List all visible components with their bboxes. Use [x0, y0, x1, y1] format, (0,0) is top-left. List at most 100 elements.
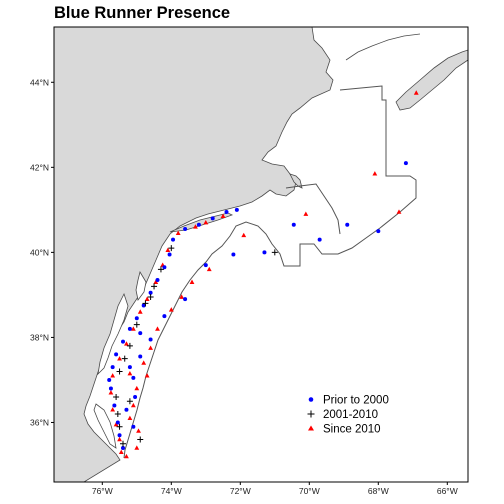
cape-cod — [289, 173, 303, 189]
legend-item-recent: Since 2010 — [308, 424, 381, 436]
legend-triangle-icon — [308, 425, 314, 431]
point-since-2010 — [241, 232, 247, 238]
point-prior-2000 — [112, 403, 117, 408]
boundary-hague — [285, 183, 341, 235]
point-prior-2000 — [131, 375, 136, 380]
observation-points — [107, 90, 419, 459]
point-since-2010 — [137, 309, 143, 314]
legend-circle-icon — [308, 397, 314, 402]
point-prior-2000 — [262, 250, 267, 255]
point-since-2010 — [141, 360, 147, 365]
lon-tick-label: 68°W — [368, 486, 389, 496]
map-title: Blue Runner Presence — [54, 4, 231, 22]
point-since-2010 — [118, 449, 124, 455]
point-prior-2000 — [124, 407, 129, 412]
lon-tick-label: 70°W — [299, 486, 320, 496]
point-prior-2000 — [376, 229, 381, 234]
point-prior-2000 — [155, 278, 160, 283]
point-prior-2000 — [138, 331, 143, 336]
point-prior-2000 — [127, 365, 132, 370]
point-since-2010 — [153, 279, 159, 284]
boundary-line — [123, 85, 417, 459]
point-prior-2000 — [162, 265, 167, 270]
point-since-2010 — [303, 211, 309, 216]
lat-tick-label: 36°N — [30, 417, 49, 427]
point-since-2010 — [220, 213, 226, 219]
point-prior-2000 — [183, 226, 188, 231]
point-prior-2000 — [141, 303, 146, 308]
point-since-2010 — [117, 436, 122, 442]
point-since-2010 — [396, 209, 402, 214]
longitude-axis: 76°W 74°W 72°W 70°W 68°W 66°W — [92, 482, 458, 496]
point-since-2010 — [117, 356, 122, 361]
point-prior-2000 — [224, 209, 229, 214]
point-prior-2000 — [107, 377, 112, 382]
legend-item-mid: 2001-2010 — [307, 409, 378, 421]
point-prior-2000 — [317, 237, 322, 242]
point-2001-2010 — [168, 245, 175, 252]
legend-item-prior: Prior to 2000 — [308, 395, 389, 407]
point-2001-2010 — [120, 440, 126, 447]
legend-plus-icon — [307, 410, 315, 418]
point-prior-2000 — [114, 352, 119, 357]
point-prior-2000 — [148, 290, 153, 295]
mainland — [53, 26, 334, 483]
point-2001-2010 — [114, 410, 121, 417]
point-since-2010 — [168, 307, 174, 312]
delaware-bay — [135, 270, 147, 301]
point-since-2010 — [165, 247, 171, 253]
point-since-2010 — [127, 415, 133, 421]
point-since-2010 — [144, 373, 150, 378]
point-since-2010 — [148, 345, 153, 350]
lat-tick-label: 40°N — [30, 247, 49, 257]
land-layer — [53, 26, 469, 483]
point-since-2010 — [203, 220, 209, 225]
chesapeake-bay — [97, 292, 129, 376]
pamlico-sound — [93, 403, 117, 449]
point-prior-2000 — [138, 354, 143, 359]
point-2001-2010 — [126, 398, 133, 405]
latitude-axis: 44°N 42°N 40°N 38°N 36°N — [30, 77, 54, 427]
point-prior-2000 — [183, 297, 188, 302]
point-since-2010 — [113, 421, 119, 427]
point-since-2010 — [124, 453, 129, 459]
point-2001-2010 — [121, 355, 128, 362]
point-prior-2000 — [127, 326, 132, 331]
point-since-2010 — [134, 385, 140, 391]
point-2001-2010 — [157, 266, 164, 273]
point-prior-2000 — [133, 394, 138, 399]
point-2001-2010 — [147, 294, 154, 301]
point-2001-2010 — [116, 423, 123, 430]
point-since-2010 — [193, 224, 198, 229]
point-2001-2010 — [137, 436, 144, 443]
lon-tick-label: 74°W — [161, 486, 182, 496]
point-prior-2000 — [167, 252, 172, 257]
fundy-shore — [345, 33, 421, 61]
point-2001-2010 — [151, 283, 158, 290]
point-prior-2000 — [110, 365, 115, 370]
point-2001-2010 — [116, 368, 123, 375]
point-since-2010 — [155, 326, 160, 331]
legend-label-recent: Since 2010 — [323, 424, 381, 436]
lon-tick-label: 76°W — [92, 486, 113, 496]
point-prior-2000 — [162, 314, 167, 319]
lon-tick-label: 66°W — [437, 486, 458, 496]
point-since-2010 — [189, 279, 195, 284]
point-prior-2000 — [345, 222, 350, 227]
point-2001-2010 — [133, 321, 140, 328]
legend-label-mid: 2001-2010 — [323, 409, 378, 421]
point-prior-2000 — [148, 337, 153, 342]
point-since-2010 — [179, 294, 185, 299]
lon-tick-label: 72°W — [230, 486, 251, 496]
legend-label-prior: Prior to 2000 — [323, 395, 389, 407]
point-prior-2000 — [403, 161, 408, 166]
point-since-2010 — [130, 326, 136, 331]
point-2001-2010 — [271, 249, 278, 256]
point-prior-2000 — [171, 237, 176, 242]
point-since-2010 — [130, 402, 136, 408]
point-prior-2000 — [115, 420, 120, 425]
point-prior-2000 — [203, 263, 208, 268]
point-since-2010 — [144, 296, 150, 301]
point-since-2010 — [175, 230, 181, 236]
